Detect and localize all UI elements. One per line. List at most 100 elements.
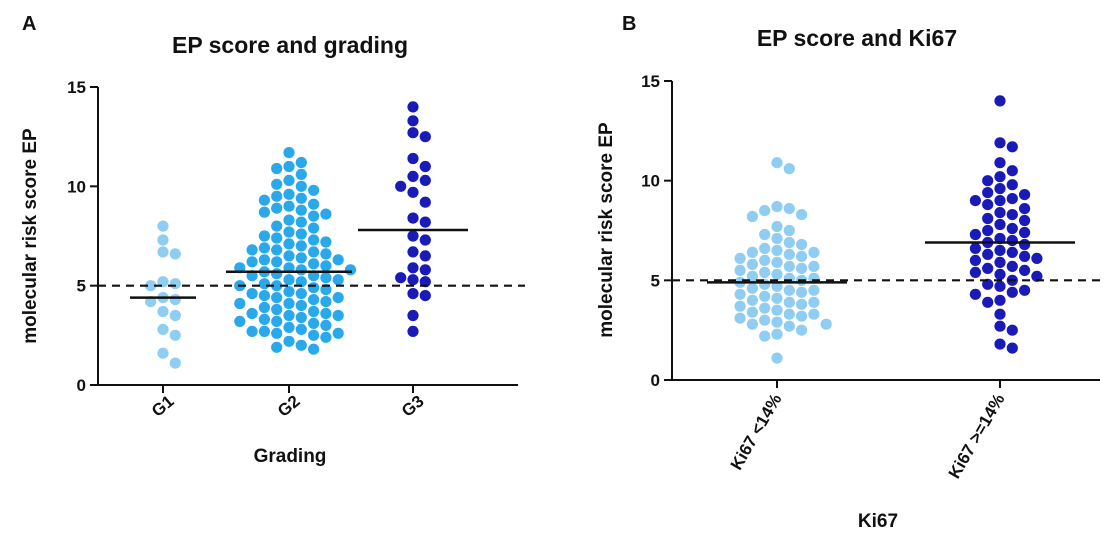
data-point bbox=[308, 343, 320, 355]
data-point bbox=[808, 260, 820, 272]
data-point bbox=[308, 317, 320, 329]
data-point bbox=[407, 115, 419, 127]
panel-a-letter: A bbox=[22, 13, 36, 35]
data-point bbox=[969, 228, 982, 241]
data-point bbox=[283, 214, 295, 226]
y-tick-label: 15 bbox=[641, 72, 660, 91]
data-point bbox=[771, 157, 783, 169]
data-point bbox=[734, 264, 746, 276]
data-point bbox=[246, 307, 258, 320]
data-point bbox=[771, 244, 783, 256]
data-point bbox=[395, 180, 407, 192]
data-point bbox=[308, 258, 320, 270]
data-point bbox=[283, 335, 295, 347]
data-point bbox=[746, 294, 759, 306]
data-point bbox=[320, 260, 332, 272]
data-point bbox=[246, 256, 258, 268]
data-point bbox=[796, 238, 808, 251]
data-point bbox=[982, 248, 994, 260]
y-tick-label: 10 bbox=[67, 177, 86, 196]
data-point bbox=[783, 260, 795, 272]
data-point bbox=[258, 325, 270, 337]
x-tick-label: G1 bbox=[148, 392, 178, 421]
data-point bbox=[283, 274, 295, 286]
data-point bbox=[295, 299, 307, 312]
data-point bbox=[320, 319, 332, 331]
data-point bbox=[169, 248, 181, 260]
data-point bbox=[308, 184, 320, 196]
data-point bbox=[759, 205, 771, 217]
data-point bbox=[759, 228, 771, 241]
data-point bbox=[320, 331, 332, 343]
data-point bbox=[295, 240, 307, 252]
data-point bbox=[246, 325, 258, 337]
data-point bbox=[407, 288, 419, 300]
data-point bbox=[271, 315, 283, 327]
data-point bbox=[320, 307, 332, 320]
data-point bbox=[283, 188, 295, 200]
data-point bbox=[407, 309, 419, 322]
data-point bbox=[1006, 141, 1018, 153]
data-point bbox=[145, 280, 157, 292]
data-point bbox=[283, 297, 295, 310]
data-point bbox=[271, 292, 283, 304]
data-point bbox=[407, 170, 419, 182]
data-point bbox=[982, 296, 994, 308]
data-point bbox=[982, 278, 994, 290]
panel-b-x-ticks: Ki67 <14% Ki67 >=14% bbox=[727, 380, 1009, 482]
data-point bbox=[1006, 324, 1018, 336]
data-point bbox=[234, 315, 246, 327]
data-point bbox=[1019, 203, 1031, 215]
data-point bbox=[332, 292, 344, 304]
data-point bbox=[808, 308, 820, 320]
data-point bbox=[407, 152, 419, 165]
data-point bbox=[407, 212, 419, 224]
x-tick-label: Ki67 >=14% bbox=[945, 391, 1009, 482]
panel-a-x-axis-label: Grading bbox=[254, 446, 327, 467]
data-point bbox=[969, 242, 982, 254]
data-point bbox=[796, 250, 808, 262]
data-point bbox=[1019, 284, 1031, 296]
data-point bbox=[258, 230, 270, 242]
data-point bbox=[771, 352, 783, 364]
data-point bbox=[320, 248, 332, 260]
data-point bbox=[295, 276, 307, 288]
data-point bbox=[759, 330, 771, 342]
panel-a-title: EP score and grading bbox=[172, 32, 408, 58]
data-point bbox=[969, 288, 982, 300]
data-point bbox=[419, 196, 431, 208]
data-point bbox=[332, 274, 344, 286]
data-point bbox=[771, 201, 783, 213]
data-point bbox=[320, 208, 332, 220]
data-point bbox=[234, 297, 246, 310]
data-point bbox=[271, 303, 283, 316]
data-point bbox=[332, 327, 344, 339]
panel-a-medians bbox=[130, 228, 468, 299]
data-point bbox=[994, 218, 1006, 231]
data-point bbox=[283, 286, 295, 298]
data-point bbox=[771, 268, 783, 280]
data-point bbox=[395, 272, 407, 284]
data-point bbox=[271, 268, 283, 280]
data-point bbox=[771, 316, 783, 328]
data-point bbox=[407, 262, 419, 274]
data-point bbox=[783, 296, 795, 308]
data-point bbox=[1019, 238, 1031, 251]
y-tick-label: 5 bbox=[651, 271, 660, 290]
data-point bbox=[994, 256, 1006, 268]
data-point bbox=[994, 320, 1006, 332]
data-point bbox=[982, 175, 994, 187]
data-point bbox=[734, 252, 746, 264]
data-point bbox=[994, 268, 1006, 280]
data-point bbox=[759, 314, 771, 326]
data-point bbox=[994, 157, 1006, 169]
data-point bbox=[320, 284, 332, 296]
y-tick-label: 5 bbox=[77, 277, 86, 296]
data-point bbox=[746, 210, 759, 223]
data-point bbox=[994, 95, 1006, 107]
data-point bbox=[1019, 226, 1031, 239]
x-tick-label: Ki67 <14% bbox=[727, 391, 786, 474]
data-point bbox=[295, 252, 307, 264]
data-point bbox=[746, 270, 759, 282]
